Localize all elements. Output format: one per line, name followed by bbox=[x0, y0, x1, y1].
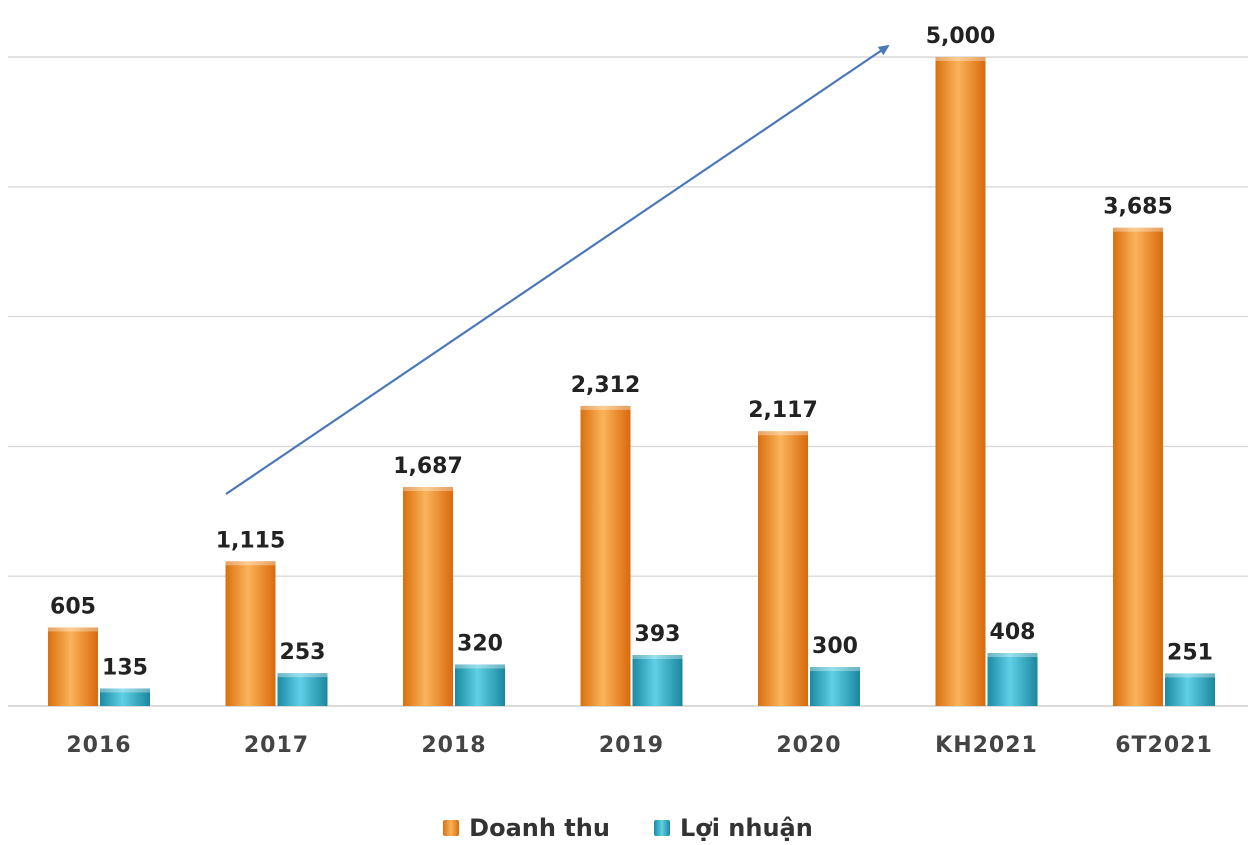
bar-highlight bbox=[277, 673, 328, 678]
category-label-6t2021: 6T2021 bbox=[1115, 733, 1213, 758]
value-label-doanh-thu-2016: 605 bbox=[50, 594, 96, 619]
bar-doanh-thu-kh2021 bbox=[935, 57, 986, 706]
bar-loi-nhuan-2019 bbox=[632, 654, 683, 706]
legend-swatch-loi-nhuan bbox=[653, 820, 670, 836]
bar-highlight bbox=[100, 688, 150, 693]
bar-highlight bbox=[1165, 673, 1215, 678]
value-label-loi-nhuan-6t2021: 251 bbox=[1167, 640, 1213, 665]
bar-highlight bbox=[935, 57, 986, 61]
trend-arrow bbox=[225, 44, 890, 495]
bar-highlight bbox=[810, 667, 860, 672]
value-label-doanh-thu-2017: 1,115 bbox=[216, 528, 286, 553]
legend-item-loi-nhuan: Lợi nhuận bbox=[653, 814, 813, 842]
value-label-loi-nhuan-2020: 300 bbox=[812, 634, 858, 659]
bars bbox=[48, 57, 1215, 706]
data-labels: 605 135 1,115 253 1,687 320 2,312 393 2,117 300 5,… bbox=[50, 24, 1213, 680]
bar-loi-nhuan-2020 bbox=[810, 667, 860, 706]
x-axis: 2016 2017 2018 2019 2020 KH2021 6T2021 bbox=[66, 733, 1213, 758]
bar-doanh-thu-2016 bbox=[48, 627, 98, 706]
legend-label-doanh-thu: Doanh thu bbox=[469, 814, 610, 842]
category-label-2018: 2018 bbox=[421, 733, 486, 758]
bar-highlight bbox=[632, 654, 683, 659]
bar-highlight bbox=[580, 405, 631, 410]
bar-loi-nhuan-6t2021 bbox=[1165, 673, 1215, 706]
bar-highlight bbox=[48, 627, 98, 632]
value-label-doanh-thu-kh2021: 5,000 bbox=[926, 24, 996, 49]
bar-highlight bbox=[403, 487, 453, 492]
value-label-doanh-thu-2019: 2,312 bbox=[571, 373, 641, 398]
bar-doanh-thu-2020 bbox=[758, 431, 808, 706]
bar-loi-nhuan-kh2021 bbox=[987, 653, 1038, 706]
value-label-doanh-thu-6t2021: 3,685 bbox=[1103, 195, 1173, 220]
bar-highlight bbox=[225, 561, 276, 566]
bar-highlight bbox=[987, 653, 1038, 658]
bar-highlight bbox=[758, 431, 808, 436]
bar-highlight bbox=[455, 664, 505, 669]
bar-doanh-thu-2019 bbox=[580, 405, 631, 706]
category-label-2017: 2017 bbox=[244, 733, 309, 758]
value-label-loi-nhuan-kh2021: 408 bbox=[990, 620, 1036, 645]
legend: Doanh thu Lợi nhuận bbox=[0, 814, 1256, 842]
value-label-loi-nhuan-2018: 320 bbox=[457, 631, 503, 656]
value-label-doanh-thu-2018: 1,687 bbox=[393, 454, 463, 479]
value-label-loi-nhuan-2017: 253 bbox=[280, 640, 326, 665]
category-label-2019: 2019 bbox=[599, 733, 664, 758]
value-label-loi-nhuan-2016: 135 bbox=[102, 655, 148, 680]
bar-doanh-thu-2018 bbox=[403, 487, 453, 706]
bar-highlight bbox=[1113, 227, 1163, 232]
legend-label-loi-nhuan: Lợi nhuận bbox=[679, 814, 813, 842]
bar-doanh-thu-6t2021 bbox=[1113, 227, 1163, 706]
legend-swatch-doanh-thu bbox=[443, 820, 460, 836]
bar-loi-nhuan-2017 bbox=[277, 673, 328, 706]
category-label-2016: 2016 bbox=[66, 733, 131, 758]
bar-doanh-thu-2017 bbox=[225, 561, 276, 706]
value-label-loi-nhuan-2019: 393 bbox=[635, 622, 681, 647]
category-label-kh2021: KH2021 bbox=[935, 733, 1038, 758]
value-label-doanh-thu-2020: 2,117 bbox=[748, 398, 818, 423]
bar-loi-nhuan-2018 bbox=[455, 664, 505, 706]
category-label-2020: 2020 bbox=[776, 733, 841, 758]
bar-loi-nhuan-2016 bbox=[100, 688, 150, 706]
legend-item-doanh-thu: Doanh thu bbox=[443, 814, 610, 842]
